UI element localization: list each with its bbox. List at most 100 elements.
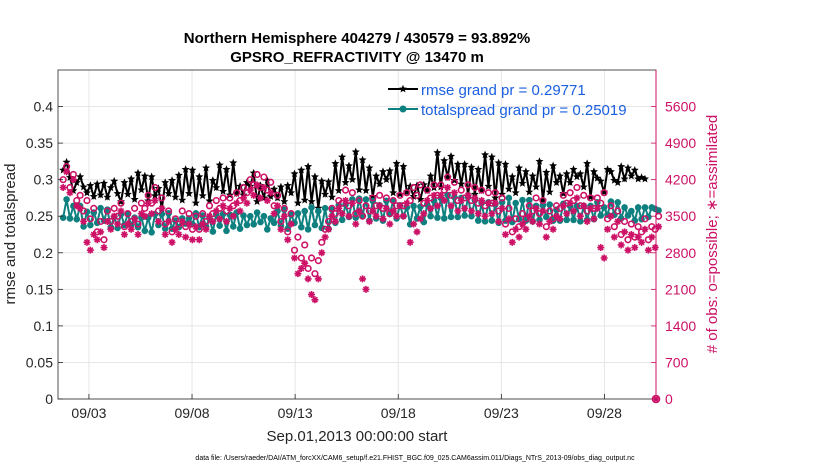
obs-possible-point (348, 189, 356, 197)
obs-possible-point (100, 236, 108, 244)
obs-assimilated-point (243, 199, 251, 207)
obs-assimilated-point (471, 194, 479, 202)
rmse-point (290, 169, 299, 178)
obs-possible-point (614, 207, 622, 215)
obs-possible-point (185, 210, 193, 218)
obs-assimilated-point (236, 207, 244, 215)
obs-possible-point (624, 236, 632, 244)
obs-possible-point (382, 194, 390, 202)
obs-possible-point (171, 215, 180, 223)
rmse-point (532, 182, 541, 191)
totalspread-point (59, 214, 67, 221)
obs-assimilated-point (226, 204, 234, 212)
rmse-point (304, 162, 313, 170)
x-tick-label: 09/18 (381, 405, 416, 421)
obs-assimilated-point (563, 210, 571, 218)
rmse-point (106, 183, 115, 192)
obs-possible-point (437, 181, 445, 189)
totalspread-point (253, 209, 261, 216)
y-tick-label: 0.4 (34, 99, 54, 115)
obs-assimilated-point (90, 231, 98, 238)
totalspread-point (621, 204, 628, 211)
obs-assimilated-point (117, 207, 125, 215)
y-tick-label: 0.35 (26, 135, 53, 151)
totalspread-point (66, 215, 74, 222)
totalspread-point (468, 212, 475, 220)
rmse-point (300, 195, 309, 204)
obs-assimilated-point (348, 199, 356, 207)
rmse-point (130, 195, 139, 203)
obs-possible-point (542, 223, 550, 231)
obs-possible-point (110, 204, 118, 212)
totalspread-point (570, 216, 577, 224)
obs-assimilated-point (481, 212, 489, 220)
obs-assimilated-point (284, 236, 292, 244)
totalspread-point (308, 204, 315, 211)
obs-possible-point (212, 196, 220, 205)
obs-assimilated-point (359, 275, 367, 283)
y-tick-label: 0.3 (34, 172, 54, 188)
y2-tick-label: 700 (665, 354, 689, 370)
x-tick-label: 09/13 (278, 405, 313, 421)
x-tick-label: 09/23 (484, 405, 519, 421)
y2-tick-label: 2100 (665, 281, 696, 297)
rmse-point (263, 176, 272, 184)
obs-possible-point (484, 189, 493, 197)
rmse-point (355, 185, 364, 194)
totalspread-point (250, 220, 257, 228)
obs-assimilated-point (352, 220, 360, 228)
rmse-point (392, 159, 401, 167)
obs-assimilated-point (168, 238, 176, 246)
rmse-point (103, 193, 112, 201)
totalspread-point (645, 213, 652, 221)
rmse-point (242, 178, 251, 186)
totalspread-point (481, 218, 489, 225)
rmse-point (327, 193, 336, 201)
rmse-point (572, 172, 581, 181)
rmse-point (79, 182, 88, 191)
obs-possible-point (341, 186, 350, 194)
totalspread-point (229, 223, 237, 230)
obs-assimilated-point (549, 225, 557, 233)
obs-assimilated-point (570, 207, 578, 215)
obs-assimilated-point (294, 270, 302, 278)
rmse-point (511, 188, 520, 197)
obs-possible-point (532, 194, 540, 202)
obs-assimilated-point (437, 191, 445, 199)
obs-assimilated-point (199, 220, 207, 228)
obs-possible-point (83, 196, 91, 205)
rmse-point (93, 179, 102, 188)
obs-assimilated-point (580, 202, 588, 210)
obs-assimilated-point (144, 199, 152, 207)
rmse-point (552, 178, 561, 186)
rmse-point (365, 163, 374, 172)
totalspread-point (488, 217, 496, 224)
obs-possible-point (518, 210, 527, 218)
obs-assimilated-point (158, 204, 166, 212)
rmse-point (487, 152, 496, 161)
obs-assimilated-point (97, 228, 105, 236)
rmse-point (504, 184, 513, 193)
rmse-point (389, 188, 398, 197)
rmse-point (569, 165, 578, 173)
rmse-point (406, 182, 415, 190)
rmse-point (341, 178, 350, 186)
obs-assimilated-point (546, 217, 554, 225)
obs-assimilated-point (529, 217, 537, 225)
obs-assimilated-point (274, 202, 282, 210)
obs-possible-point (90, 204, 98, 212)
totalspread-point (519, 196, 526, 204)
obs-assimilated-point (195, 236, 203, 244)
obs-assimilated-point (614, 217, 622, 225)
totalspread-point (641, 204, 649, 211)
obs-assimilated-point (277, 225, 285, 233)
rmse-point (222, 165, 231, 173)
y2-tick-label: 1400 (665, 318, 696, 334)
rmse-point (181, 165, 190, 173)
rmse-point (297, 165, 306, 174)
rmse-point (137, 185, 146, 194)
rmse-point (338, 152, 347, 161)
obs-assimilated-point (80, 217, 88, 225)
y2-tick-label: 3500 (665, 208, 696, 224)
